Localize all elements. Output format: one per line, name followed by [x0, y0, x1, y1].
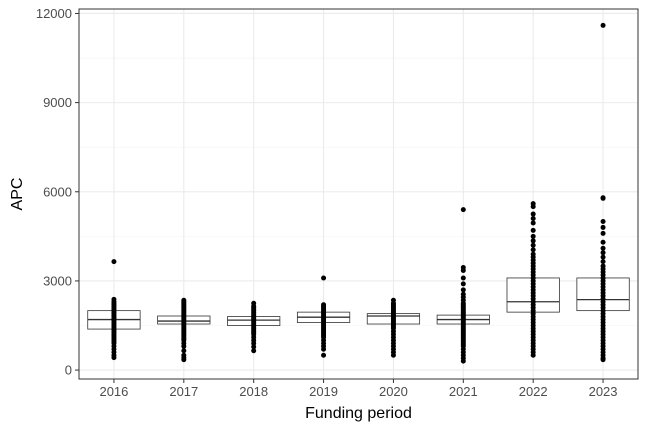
data-point	[530, 242, 536, 248]
data-point	[600, 250, 606, 256]
data-point	[111, 259, 117, 265]
x-tick-label: 2017	[169, 384, 198, 399]
data-point	[181, 348, 187, 354]
data-point	[181, 343, 187, 349]
y-tick-label: 6000	[43, 184, 72, 199]
data-points	[111, 22, 606, 364]
data-point	[530, 204, 536, 210]
data-point	[530, 227, 536, 233]
y-axis-title: APC	[9, 178, 26, 211]
data-point	[390, 352, 396, 358]
data-point	[460, 207, 466, 213]
panel-border	[78, 8, 639, 380]
points-2019	[321, 275, 327, 358]
x-tick-label: 2020	[379, 384, 408, 399]
data-point	[600, 230, 606, 236]
points-2020	[390, 297, 396, 358]
x-tick-label: 2023	[589, 384, 618, 399]
data-point	[321, 346, 327, 352]
points-2018	[251, 300, 257, 354]
y-tick-label: 9000	[43, 95, 72, 110]
data-point	[181, 357, 187, 363]
data-point	[321, 352, 327, 358]
points-2023	[600, 22, 606, 363]
data-point	[600, 218, 606, 224]
data-point	[460, 268, 466, 274]
boxes	[87, 277, 630, 330]
x-tick-label: 2016	[99, 384, 128, 399]
data-point	[600, 254, 606, 260]
data-point	[460, 287, 466, 293]
x-tick-label: 2018	[239, 384, 268, 399]
data-point	[251, 340, 257, 346]
data-point	[460, 358, 466, 364]
x-tick-label: 2021	[449, 384, 478, 399]
data-point	[600, 259, 606, 265]
data-point	[530, 220, 536, 226]
data-point	[600, 357, 606, 363]
data-point	[600, 224, 606, 230]
data-point	[600, 22, 606, 28]
points-2017	[181, 297, 187, 363]
data-point	[111, 355, 117, 361]
data-point	[530, 352, 536, 358]
x-tick-label: 2022	[519, 384, 548, 399]
data-point	[600, 195, 606, 201]
data-point	[530, 216, 536, 222]
x-tick-label: 2019	[309, 384, 338, 399]
data-point	[251, 344, 257, 350]
data-point	[251, 348, 257, 354]
data-point	[530, 247, 536, 253]
data-point	[600, 245, 606, 251]
y-tick-label: 12000	[36, 6, 72, 21]
x-axis-title: Funding period	[305, 405, 412, 422]
points-2016	[111, 259, 117, 361]
data-point	[460, 275, 466, 281]
data-point	[530, 233, 536, 239]
y-axis-ticks: 0 3000 6000 9000 12000	[36, 6, 79, 378]
data-point	[460, 281, 466, 287]
points-2022	[530, 201, 536, 358]
data-point	[600, 239, 606, 245]
y-tick-label: 0	[65, 363, 72, 378]
data-point	[321, 275, 327, 281]
points-2021	[460, 207, 466, 364]
data-point	[530, 211, 536, 217]
data-point	[530, 238, 536, 244]
y-tick-label: 3000	[43, 273, 72, 288]
x-axis-ticks: 2016 2017 2018 2019 2020 2021 2022 2023	[99, 379, 618, 399]
